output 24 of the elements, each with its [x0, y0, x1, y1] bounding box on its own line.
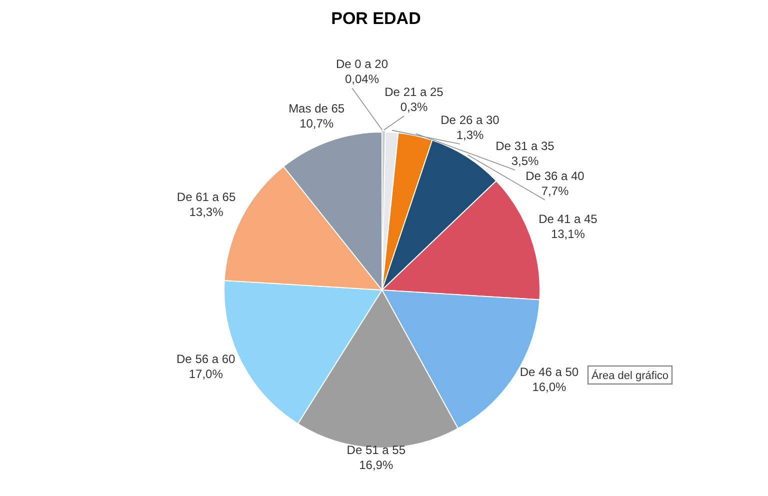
text: Área del gráfico: [591, 369, 669, 382]
data-label: 10,7%: [300, 116, 334, 130]
slice-label: De 36 a 40: [526, 169, 585, 183]
data-label: 16,9%: [359, 458, 394, 472]
slice-label: De 41 a 45: [538, 212, 598, 226]
data-label: 0,04%: [344, 72, 380, 86]
slice-label: De 46 a 50: [520, 364, 579, 379]
slice-label: De 26 a 30: [440, 113, 500, 127]
chart-title: POR EDAD: [331, 9, 421, 28]
data-label: 13,3%: [189, 205, 224, 220]
data-label: 0,3%: [400, 100, 428, 114]
slice-label: Mas de 65: [288, 101, 345, 116]
data-label: 3,5%: [511, 154, 539, 168]
slice-label: De 21 a 25: [384, 85, 444, 99]
data-label: 1,3%: [456, 128, 484, 142]
data-label: 17,0%: [188, 366, 224, 381]
slice-label: De 0 a 20: [336, 57, 388, 71]
data-label: 16,0%: [532, 380, 567, 394]
slice-label: De 56 a 60: [176, 352, 236, 366]
slice-label: De 61 a 65: [176, 190, 236, 204]
data-label: 7,7%: [541, 184, 569, 198]
slice-label: De 31 a 35: [496, 139, 555, 153]
data-label: 13,1%: [550, 226, 586, 241]
slice-label: De 51 a 55: [346, 442, 406, 457]
